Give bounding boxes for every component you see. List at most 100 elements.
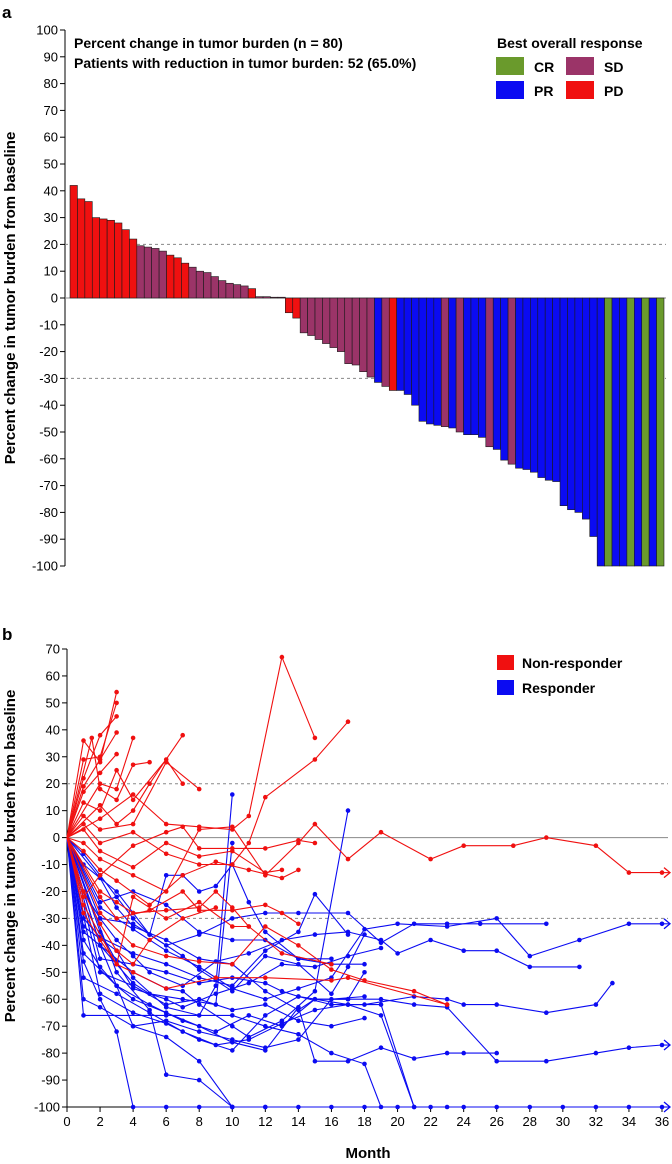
- data-point: [89, 735, 95, 741]
- data-point: [147, 1002, 152, 1007]
- legend-item-non-responder: Non-responder: [497, 655, 623, 671]
- bar-sd: [277, 296, 286, 299]
- data-point: [114, 786, 119, 792]
- data-point: [130, 843, 136, 848]
- series-non-responder: [66, 837, 301, 908]
- data-point: [230, 988, 235, 994]
- data-point: [97, 732, 103, 738]
- data-point: [81, 827, 86, 832]
- data-point: [97, 786, 103, 792]
- data-point: [196, 1104, 202, 1110]
- data-point: [494, 948, 500, 953]
- legend-label-cr: CR: [534, 59, 554, 75]
- data-point: [494, 1104, 500, 1110]
- data-point: [81, 789, 86, 795]
- series-line: [66, 734, 184, 838]
- data-point: [196, 1002, 202, 1007]
- y-tick-label: 60: [46, 668, 60, 683]
- ongoing-arrow-icon: [663, 1101, 672, 1113]
- bar-sd: [143, 246, 152, 299]
- data-point: [312, 996, 318, 1002]
- data-point: [345, 964, 351, 970]
- legend-label-pr: PR: [534, 83, 553, 99]
- data-point: [411, 1056, 417, 1061]
- data-point: [329, 991, 334, 997]
- data-point: [494, 916, 500, 921]
- data-point: [114, 961, 119, 967]
- data-point: [263, 1104, 268, 1110]
- data-point: [544, 1058, 549, 1064]
- data-point: [196, 786, 202, 792]
- y-tick-label: 20: [46, 776, 60, 791]
- panel-a-y-axis-label: Percent change in tumor burden from base…: [2, 132, 19, 465]
- y-tick-label: 30: [44, 210, 58, 225]
- data-point: [163, 759, 169, 765]
- data-point: [130, 873, 136, 878]
- data-point: [263, 794, 268, 800]
- data-point: [196, 975, 202, 980]
- y-tick-label: -70: [41, 1019, 60, 1034]
- series-line: [66, 691, 118, 838]
- data-point: [81, 813, 86, 819]
- legend-swatch-pr: [496, 81, 524, 99]
- summary-line-1: Percent change in tumor burden (n = 80): [74, 35, 343, 51]
- data-point: [230, 924, 235, 929]
- y-tick-label: -100: [34, 1100, 60, 1115]
- data-point: [246, 951, 252, 956]
- data-point: [114, 700, 119, 706]
- data-point: [263, 1013, 268, 1018]
- legend-label-responder: Responder: [522, 680, 596, 696]
- data-point: [444, 996, 450, 1002]
- data-point: [196, 959, 202, 964]
- data-point: [180, 732, 185, 738]
- bar-pd: [91, 217, 100, 299]
- y-tick-label: -40: [39, 398, 58, 413]
- bar-pr: [648, 297, 657, 567]
- series-non-responder: [66, 732, 185, 838]
- data-point: [428, 937, 433, 943]
- data-point: [97, 970, 103, 975]
- data-point: [378, 937, 384, 943]
- data-point: [362, 994, 367, 999]
- bar-sd: [240, 285, 249, 299]
- data-point: [213, 975, 219, 980]
- data-point: [329, 967, 334, 972]
- data-point: [130, 1023, 136, 1029]
- data-point: [97, 803, 103, 808]
- data-point: [362, 932, 367, 937]
- data-point: [560, 1104, 566, 1110]
- data-point: [246, 899, 252, 905]
- data-point: [246, 1034, 252, 1040]
- data-point: [163, 1002, 169, 1007]
- data-point: [279, 654, 285, 660]
- data-point: [180, 1018, 185, 1024]
- y-tick-label: -60: [39, 451, 58, 466]
- bar-pr: [515, 297, 524, 469]
- data-point: [114, 797, 119, 803]
- panel-a-bars: [69, 185, 665, 567]
- data-point: [263, 924, 268, 929]
- bar-sd: [336, 297, 346, 352]
- x-tick-label: 16: [324, 1114, 338, 1129]
- data-point: [147, 781, 152, 786]
- data-point: [378, 945, 384, 951]
- data-point: [395, 921, 400, 927]
- data-point: [329, 996, 334, 1002]
- data-point: [329, 1002, 334, 1007]
- bar-sd: [314, 297, 323, 340]
- series-line: [66, 721, 349, 866]
- series-non-responder: [66, 824, 318, 900]
- data-point: [97, 921, 103, 927]
- data-point: [163, 996, 169, 1002]
- data-point: [81, 910, 86, 916]
- data-point: [81, 889, 86, 894]
- data-point: [312, 1058, 318, 1064]
- data-point: [230, 792, 235, 797]
- x-tick-label: 20: [390, 1114, 404, 1129]
- data-point: [296, 943, 301, 948]
- data-point: [296, 929, 301, 935]
- data-point: [296, 921, 301, 927]
- bar-sd: [225, 282, 234, 299]
- data-point: [81, 996, 86, 1002]
